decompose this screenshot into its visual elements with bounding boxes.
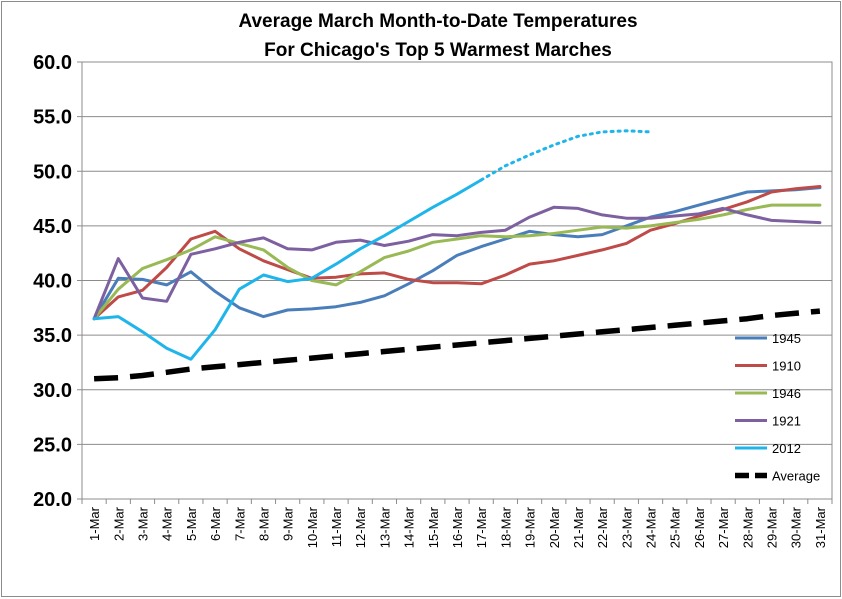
legend: 1945 1910 1946 1921 2012 Average: [735, 331, 820, 484]
x-tick-label: 30-Mar: [789, 506, 804, 548]
series-line-1921: [92, 205, 822, 321]
x-tick-label: 9-Mar: [281, 506, 296, 541]
legend-label-1910: 1910: [772, 359, 801, 374]
y-tick-label: 50.0: [33, 161, 72, 183]
series-line-1945: [92, 186, 822, 321]
y-tick-label: 55.0: [33, 107, 72, 129]
x-tick-label: 27-Mar: [716, 506, 731, 548]
y-tick-label: 45.0: [33, 216, 72, 238]
gridlines: [82, 61, 832, 500]
x-tick-label: 13-Mar: [377, 506, 392, 548]
x-tick-label: 19-Mar: [523, 506, 538, 548]
x-tick-label: 8-Mar: [256, 506, 271, 541]
x-tick-label: 2-Mar: [111, 506, 126, 541]
series-line-1910: [92, 185, 822, 321]
x-tick-label: 14-Mar: [402, 506, 417, 548]
chart-subtitle: For Chicago's Top 5 Warmest Marches: [264, 40, 612, 61]
x-tick-label: 25-Mar: [668, 506, 683, 548]
series-line-2012: [92, 178, 483, 361]
x-tick-label: 22-Mar: [595, 506, 610, 548]
y-tick-label: 40.0: [33, 271, 72, 293]
x-tick-label: 5-Mar: [184, 506, 199, 541]
x-tick-label: 21-Mar: [571, 506, 586, 548]
y-tick-label: 30.0: [33, 380, 72, 402]
x-tick-label: 18-Mar: [498, 506, 513, 548]
x-tick-label: 3-Mar: [135, 506, 150, 541]
x-tick-label: 1-Mar: [87, 506, 102, 541]
x-tick-label: 29-Mar: [765, 506, 780, 548]
legend-label-1921: 1921: [772, 414, 801, 429]
x-tick-label: 4-Mar: [160, 506, 175, 541]
x-tick-label: 12-Mar: [353, 506, 368, 548]
x-tick-label: 10-Mar: [305, 506, 320, 548]
x-tick-label: 11-Mar: [329, 506, 344, 547]
x-tick-label: 24-Mar: [644, 506, 659, 548]
series-line-1946: [92, 203, 822, 321]
legend-label-2012: 2012: [772, 441, 801, 456]
series-line-average: [93, 308, 821, 382]
x-tick-label: 23-Mar: [619, 506, 634, 548]
y-tick-label: 25.0: [33, 434, 72, 456]
x-tick-label: 15-Mar: [426, 506, 441, 548]
x-tick-label: 20-Mar: [547, 506, 562, 548]
x-tick-label: 17-Mar: [474, 506, 489, 548]
chart-title: Average March Month-to-Date Temperatures: [238, 11, 637, 32]
series-lines: [92, 129, 822, 382]
x-tick-label: 7-Mar: [232, 506, 247, 541]
plot-area-border: [81, 61, 833, 500]
x-tick-label: 28-Mar: [740, 506, 755, 548]
legend-label-1946: 1946: [772, 386, 801, 401]
x-axis-ticks: 1-Mar 2-Mar 3-Mar 4-Mar 5-Mar 6-Mar 7-Mar 8-Mar…: [81, 499, 833, 548]
x-tick-label: 31-Mar: [813, 506, 828, 548]
x-tick-label: 16-Mar: [450, 506, 465, 548]
legend-label-average: Average: [772, 469, 820, 484]
y-tick-label: 35.0: [33, 325, 72, 347]
x-tick-label: 6-Mar: [208, 506, 223, 541]
series-projection-2012: [479, 129, 652, 182]
y-tick-label: 60.0: [33, 52, 72, 74]
y-axis-ticks: 20.0 25.0 30.0 35.0 40.0 45.0 50.0 55.0 60.0: [33, 52, 82, 511]
y-tick-label: 20.0: [33, 489, 72, 511]
legend-label-1945: 1945: [772, 331, 801, 346]
x-tick-label: 26-Mar: [692, 506, 707, 548]
